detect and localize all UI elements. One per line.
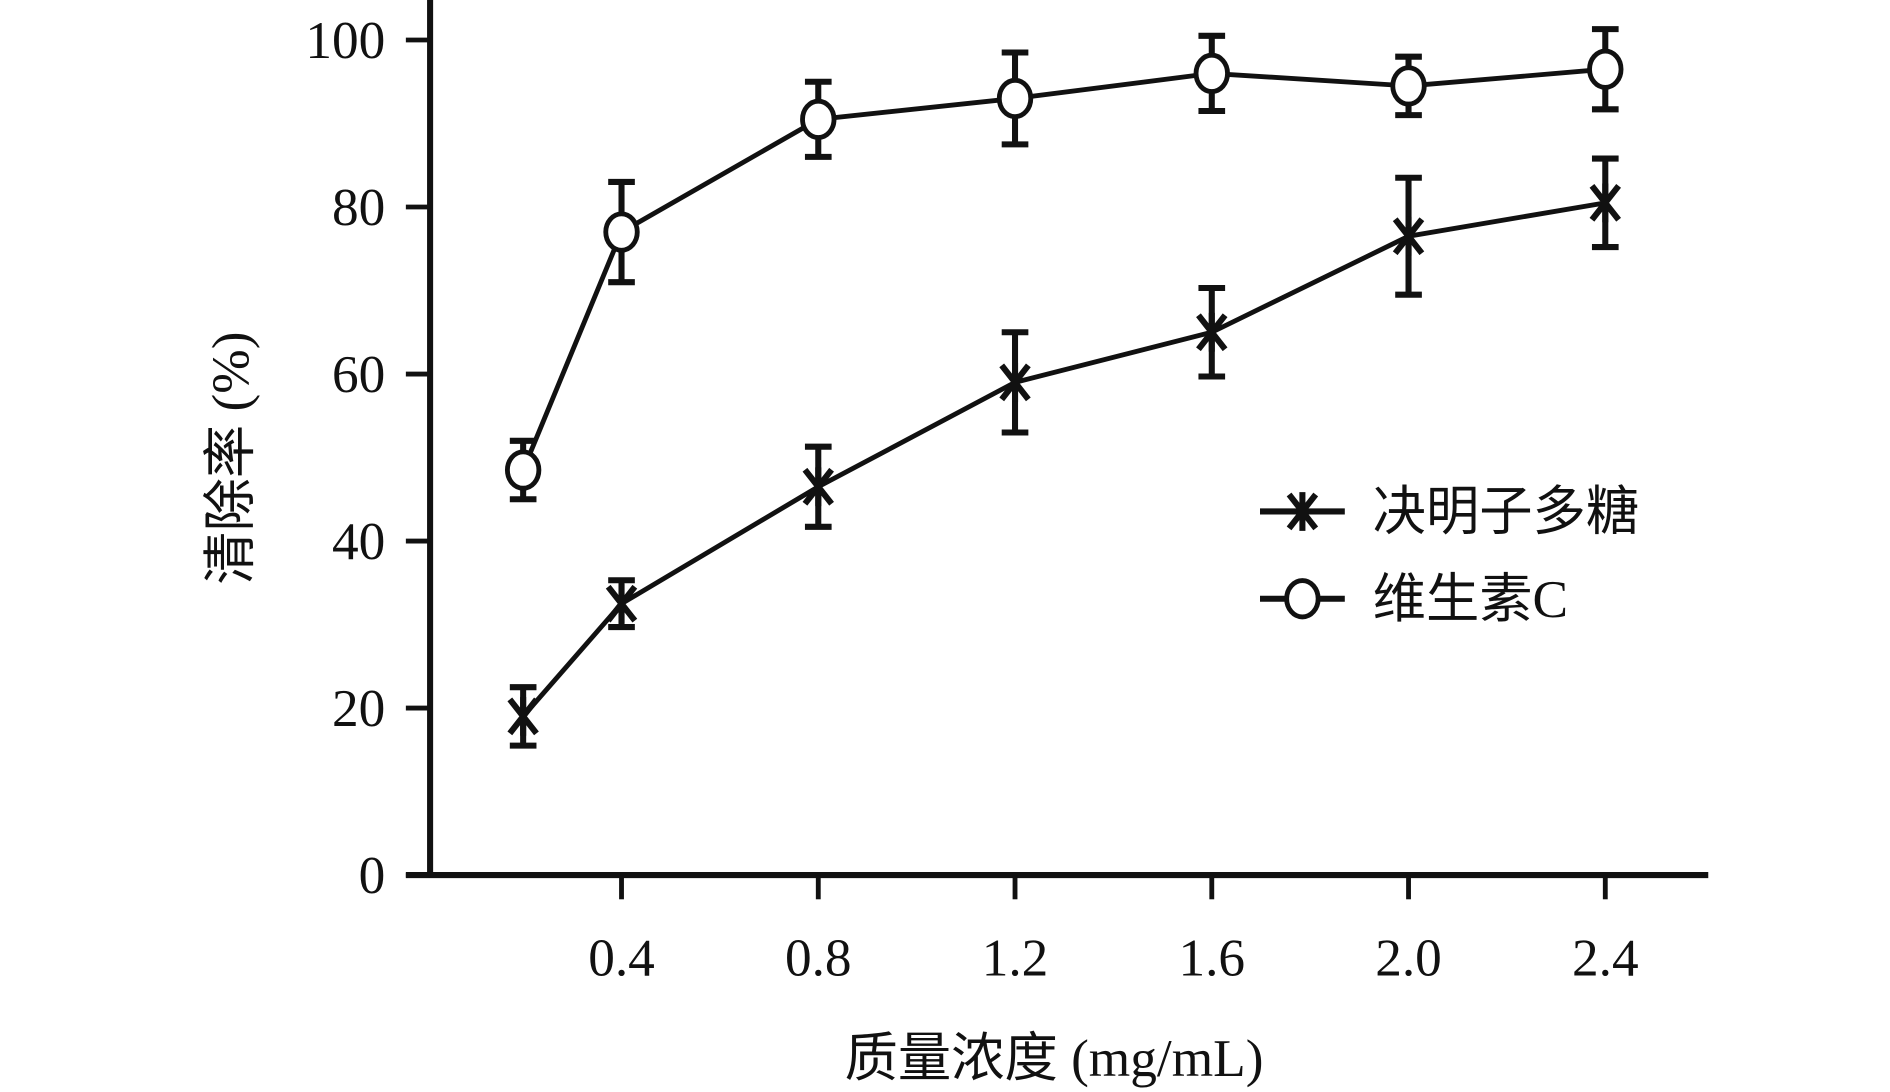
data-point	[996, 77, 1034, 120]
data-point	[802, 467, 834, 507]
data-point	[1193, 52, 1230, 95]
y-tick-label: 100	[305, 10, 385, 70]
x-tick-label: 2.0	[1375, 928, 1442, 988]
data-point	[800, 98, 837, 140]
series-vitamin-c	[504, 26, 1624, 503]
series-line	[520, 66, 1606, 471]
legend-marker	[1284, 578, 1321, 620]
data-point	[1589, 183, 1621, 223]
data-point	[1196, 312, 1228, 352]
data-point	[1390, 65, 1427, 107]
data-point	[1392, 216, 1425, 256]
y-tick-label: 20	[332, 678, 385, 738]
x-tick-label: 2.4	[1572, 928, 1639, 988]
y-tick-label: 80	[332, 177, 385, 237]
data-point	[504, 449, 542, 491]
y-tick-label: 40	[332, 511, 385, 571]
legend-marker	[1286, 492, 1319, 531]
data-point	[605, 584, 638, 624]
y-tick-label: 60	[332, 344, 385, 404]
x-tick-label: 1.6	[1178, 928, 1245, 988]
series-line	[521, 200, 1606, 718]
legend-label: 决明子多糖	[1373, 482, 1639, 542]
x-tick-label: 0.8	[785, 928, 852, 988]
axes: 0 20 40 60 80 100 0.4 0.8 1.2 1.6 2.0 2.4	[305, 0, 1709, 988]
legend-label: 维生素C	[1373, 569, 1568, 629]
data-point	[999, 362, 1031, 402]
data-point	[507, 697, 539, 736]
data-marks	[504, 26, 1624, 749]
data-point	[1587, 48, 1624, 90]
x-tick-label: 1.2	[982, 928, 1049, 988]
y-axis-label: 清除率 (%)	[200, 332, 260, 585]
data-point	[603, 211, 640, 253]
x-tick-label: 0.4	[588, 928, 655, 988]
series-cassia-polysaccharide	[507, 155, 1621, 749]
x-axis-label: 质量浓度 (mg/mL)	[845, 1028, 1264, 1088]
y-tick-label: 0	[359, 845, 386, 905]
